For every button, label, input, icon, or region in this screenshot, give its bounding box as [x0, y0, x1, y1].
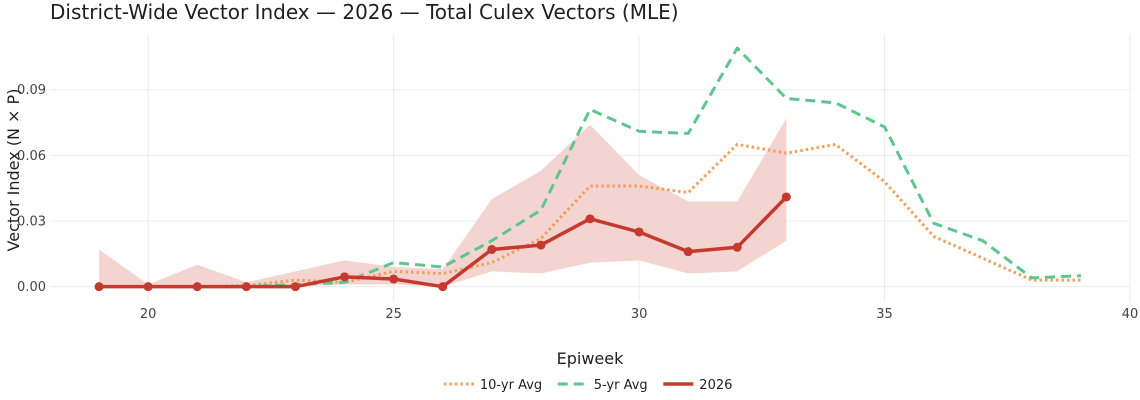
- data-point: [732, 242, 742, 252]
- data-point: [781, 192, 791, 202]
- x-tick-label: 35: [876, 307, 893, 322]
- y-tick-label: 0.03: [17, 215, 46, 230]
- data-point: [94, 282, 104, 292]
- data-point: [241, 282, 251, 292]
- data-point: [192, 282, 202, 292]
- data-point: [340, 272, 350, 282]
- data-point: [634, 227, 644, 237]
- legend: 10-yr Avg 5-yr Avg 2026: [443, 378, 732, 393]
- data-point: [585, 214, 595, 224]
- confidence-band-layer: [99, 118, 787, 287]
- y-tick-label: 0.06: [17, 149, 46, 164]
- data-points-layer: [94, 192, 791, 292]
- legend-label: 5-yr Avg: [594, 378, 648, 393]
- data-point: [143, 282, 153, 292]
- y-tick-label: 0.09: [17, 83, 46, 98]
- confidence-band: [99, 118, 787, 287]
- x-axis-title: Epiweek: [557, 349, 624, 368]
- data-point: [487, 244, 497, 254]
- x-tick-label: 20: [140, 307, 157, 322]
- y-tick-label: 0.00: [17, 280, 46, 295]
- data-point: [536, 240, 546, 250]
- x-axis-ticks: 20 25 30 35 40: [140, 307, 1138, 322]
- data-point: [438, 282, 448, 292]
- data-point: [389, 274, 399, 284]
- legend-item: 5-yr Avg: [557, 378, 648, 393]
- data-point: [290, 282, 300, 292]
- x-tick-label: 30: [631, 307, 648, 322]
- legend-item: 2026: [663, 378, 732, 393]
- legend-label: 2026: [699, 378, 732, 393]
- legend-item: 10-yr Avg: [443, 378, 542, 393]
- y-axis-title: Vector Index (N × P): [4, 89, 23, 252]
- x-tick-label: 25: [385, 307, 402, 322]
- y-axis-ticks: 0.00 0.03 0.06 0.09: [17, 83, 46, 295]
- chart-title: District-Wide Vector Index — 2026 — Tota…: [50, 0, 679, 24]
- x-tick-label: 40: [1122, 307, 1139, 322]
- data-point: [683, 247, 693, 257]
- legend-label: 10-yr Avg: [480, 378, 542, 393]
